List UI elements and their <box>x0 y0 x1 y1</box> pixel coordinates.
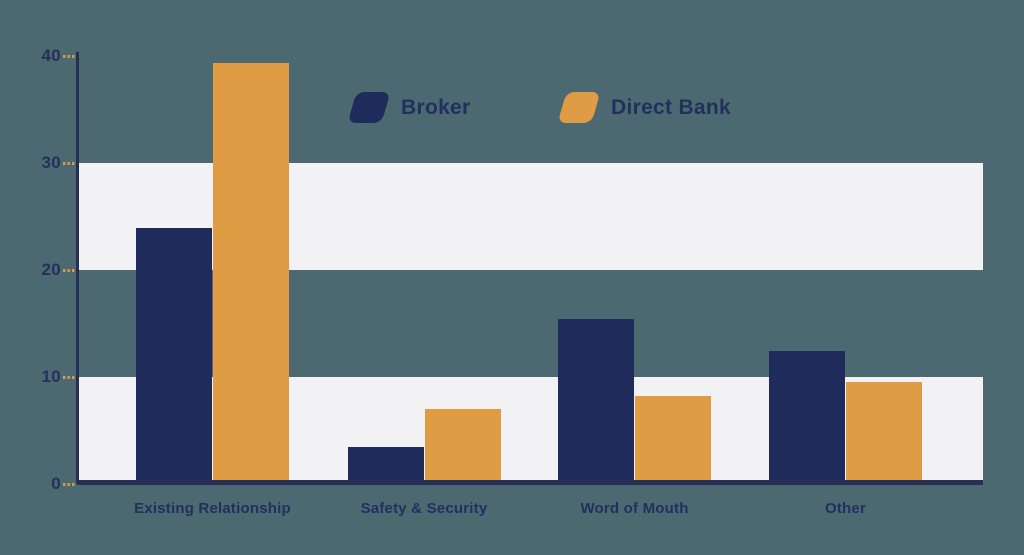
legend-label-direct-bank: Direct Bank <box>611 95 732 119</box>
x-label-safety-security: Safety & Security <box>360 500 488 517</box>
y-tick-label-40: 40 <box>41 46 61 65</box>
bar-broker-existing-relationship <box>136 228 212 483</box>
bar-direct-bank-safety-security <box>424 409 501 483</box>
bar-direct-bank-existing-relationship <box>213 63 289 483</box>
bar-direct-bank-other <box>846 382 922 483</box>
broker-swatch-icon <box>347 92 391 123</box>
legend: Broker Direct Bank <box>0 90 1024 130</box>
bar-broker-safety-security <box>347 446 424 483</box>
y-tick-label-0: 0 <box>51 474 61 493</box>
x-label-word-of-mouth: Word of Mouth <box>580 500 689 517</box>
y-tick-label-30: 30 <box>41 153 61 172</box>
y-tick-mark-40 <box>63 54 76 58</box>
y-axis-line <box>76 52 79 484</box>
legend-item-broker: Broker <box>347 92 471 123</box>
y-tick-mark-30 <box>63 161 76 165</box>
direct-bank-swatch-icon <box>557 92 601 123</box>
x-axis-line <box>77 480 983 485</box>
legend-label-broker: Broker <box>401 95 471 119</box>
y-tick-label-10: 10 <box>41 367 61 386</box>
y-tick-label-20: 20 <box>41 260 61 279</box>
y-tick-mark-0 <box>63 482 76 486</box>
bar-broker-other <box>769 351 845 483</box>
bar-broker-word-of-mouth <box>558 319 634 483</box>
x-label-other: Other <box>824 500 866 517</box>
legend-item-direct-bank: Direct Bank <box>557 92 732 123</box>
x-label-existing-relationship: Existing Relationship <box>134 500 291 517</box>
y-tick-mark-10 <box>63 375 76 379</box>
y-tick-mark-20 <box>63 268 76 272</box>
bar-direct-bank-word-of-mouth <box>635 396 711 483</box>
